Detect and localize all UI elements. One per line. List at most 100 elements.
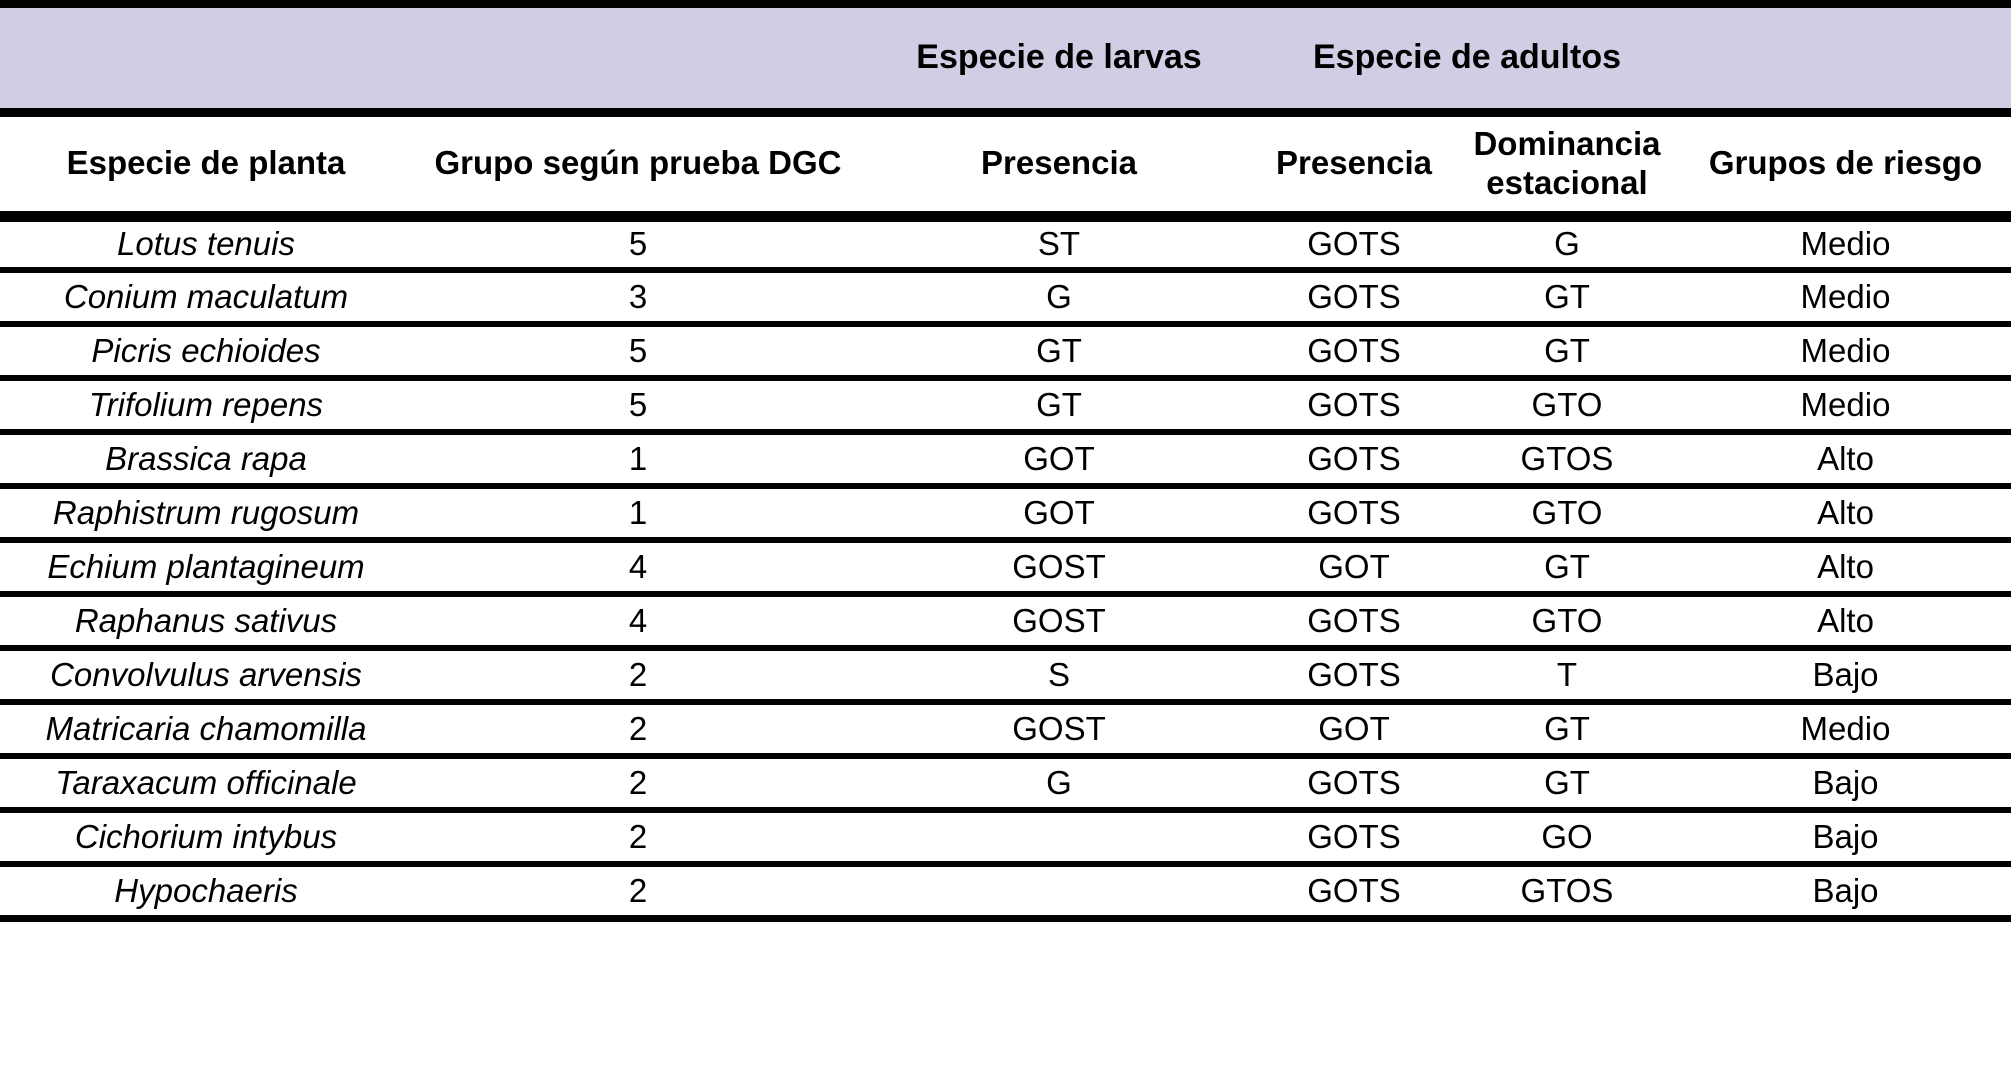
plant-species-cell: Brassica rapa — [0, 432, 412, 489]
plant-species-cell: Echium plantagineum — [0, 540, 412, 597]
plant-species-cell: Convolvulus arvensis — [0, 648, 412, 705]
plant-species-cell: Picris echioides — [0, 324, 412, 381]
seasonal-dominance-cell: T — [1454, 648, 1680, 705]
seasonal-dominance-cell: GTOS — [1454, 864, 1680, 922]
adult-presence-cell: GOTS — [1254, 756, 1454, 813]
adult-presence-cell: GOTS — [1254, 648, 1454, 705]
larvae-presence-cell: G — [864, 756, 1254, 813]
risk-group-cell: Medio — [1680, 270, 2011, 327]
dgc-group-cell: 3 — [412, 270, 864, 327]
column-header-row: Especie de planta Grupo según prueba DGC… — [0, 112, 2011, 222]
risk-group-cell: Alto — [1680, 432, 2011, 489]
dgc-group-cell: 2 — [412, 864, 864, 922]
dgc-group-cell: 5 — [412, 216, 864, 273]
risk-group-cell: Bajo — [1680, 648, 2011, 705]
table-row: Matricaria chamomilla 2 GOST GOT GT Medi… — [0, 702, 2011, 759]
seasonal-dominance-cell: G — [1454, 216, 1680, 273]
dgc-group-cell: 1 — [412, 486, 864, 543]
plant-species-cell: Taraxacum officinale — [0, 756, 412, 813]
table-row: Picris echioides 5 GT GOTS GT Medio — [0, 324, 2011, 381]
seasonal-dominance-cell: GT — [1454, 270, 1680, 327]
group-header-adultos: Especie de adultos — [1254, 0, 1680, 117]
dgc-group-cell: 4 — [412, 540, 864, 597]
plant-species-cell: Matricaria chamomilla — [0, 702, 412, 759]
plant-species-cell: Lotus tenuis — [0, 216, 412, 273]
group-header-spacer-left — [0, 0, 864, 117]
plant-species-cell: Conium maculatum — [0, 270, 412, 327]
seasonal-dominance-cell: GT — [1454, 540, 1680, 597]
table-row: Echium plantagineum 4 GOST GOT GT Alto — [0, 540, 2011, 597]
adult-presence-cell: GOT — [1254, 540, 1454, 597]
dgc-group-cell: 5 — [412, 378, 864, 435]
larvae-presence-cell — [864, 810, 1254, 867]
seasonal-dominance-cell: GT — [1454, 324, 1680, 381]
col-header-grupos-de-riesgo: Grupos de riesgo — [1680, 112, 2011, 222]
adult-presence-cell: GOT — [1254, 702, 1454, 759]
col-header-grupo-dgc: Grupo según prueba DGC — [412, 112, 864, 222]
dgc-group-cell: 2 — [412, 810, 864, 867]
larvae-presence-cell: GOST — [864, 594, 1254, 651]
risk-group-cell: Bajo — [1680, 810, 2011, 867]
plant-species-cell: Hypochaeris — [0, 864, 412, 922]
adult-presence-cell: GOTS — [1254, 810, 1454, 867]
risk-group-cell: Bajo — [1680, 756, 2011, 813]
col-header-presencia-larvas: Presencia — [864, 112, 1254, 222]
risk-group-cell: Alto — [1680, 594, 2011, 651]
col-header-especie-de-planta: Especie de planta — [0, 112, 412, 222]
risk-group-cell: Medio — [1680, 702, 2011, 759]
col-header-presencia-adultos: Presencia — [1254, 112, 1454, 222]
table-row: Hypochaeris 2 GOTS GTOS Bajo — [0, 864, 2011, 922]
adult-presence-cell: GOTS — [1254, 594, 1454, 651]
risk-group-cell: Alto — [1680, 486, 2011, 543]
risk-group-cell: Medio — [1680, 378, 2011, 435]
plant-species-cell: Raphistrum rugosum — [0, 486, 412, 543]
adult-presence-cell: GOTS — [1254, 864, 1454, 922]
larvae-presence-cell: GT — [864, 378, 1254, 435]
larvae-presence-cell: S — [864, 648, 1254, 705]
larvae-presence-cell: GT — [864, 324, 1254, 381]
dgc-group-cell: 5 — [412, 324, 864, 381]
dgc-group-cell: 2 — [412, 756, 864, 813]
risk-group-cell: Medio — [1680, 216, 2011, 273]
table-row: Trifolium repens 5 GT GOTS GTO Medio — [0, 378, 2011, 435]
group-header-larvas: Especie de larvas — [864, 0, 1254, 117]
larvae-presence-cell: GOST — [864, 702, 1254, 759]
table-row: Raphanus sativus 4 GOST GOTS GTO Alto — [0, 594, 2011, 651]
larvae-presence-cell: G — [864, 270, 1254, 327]
adult-presence-cell: GOTS — [1254, 486, 1454, 543]
seasonal-dominance-cell: GTO — [1454, 594, 1680, 651]
table-row: Taraxacum officinale 2 G GOTS GT Bajo — [0, 756, 2011, 813]
col-header-dominancia-estacional: Dominancia estacional — [1454, 112, 1680, 222]
adult-presence-cell: GOTS — [1254, 432, 1454, 489]
plant-species-cell: Cichorium intybus — [0, 810, 412, 867]
group-header-spacer-right — [1680, 0, 2011, 117]
dgc-group-cell: 2 — [412, 648, 864, 705]
table-row: Brassica rapa 1 GOT GOTS GTOS Alto — [0, 432, 2011, 489]
table-row: Convolvulus arvensis 2 S GOTS T Bajo — [0, 648, 2011, 705]
larvae-presence-cell: GOT — [864, 486, 1254, 543]
seasonal-dominance-cell: GO — [1454, 810, 1680, 867]
adult-presence-cell: GOTS — [1254, 324, 1454, 381]
seasonal-dominance-cell: GTOS — [1454, 432, 1680, 489]
adult-presence-cell: GOTS — [1254, 216, 1454, 273]
adult-presence-cell: GOTS — [1254, 378, 1454, 435]
dgc-group-cell: 2 — [412, 702, 864, 759]
table-row: Conium maculatum 3 G GOTS GT Medio — [0, 270, 2011, 327]
seasonal-dominance-cell: GT — [1454, 702, 1680, 759]
larvae-presence-cell: GOT — [864, 432, 1254, 489]
plant-species-cell: Trifolium repens — [0, 378, 412, 435]
larvae-presence-cell: GOST — [864, 540, 1254, 597]
plant-species-cell: Raphanus sativus — [0, 594, 412, 651]
adult-presence-cell: GOTS — [1254, 270, 1454, 327]
seasonal-dominance-cell: GT — [1454, 756, 1680, 813]
group-header-row: Especie de larvas Especie de adultos — [0, 0, 2011, 117]
seasonal-dominance-cell: GTO — [1454, 486, 1680, 543]
larvae-presence-cell: ST — [864, 216, 1254, 273]
risk-group-cell: Medio — [1680, 324, 2011, 381]
table-row: Cichorium intybus 2 GOTS GO Bajo — [0, 810, 2011, 867]
dgc-group-cell: 4 — [412, 594, 864, 651]
table-row: Lotus tenuis 5 ST GOTS G Medio — [0, 216, 2011, 273]
species-risk-table: Especie de larvas Especie de adultos Esp… — [0, 0, 2011, 922]
larvae-presence-cell — [864, 864, 1254, 922]
risk-group-cell: Alto — [1680, 540, 2011, 597]
